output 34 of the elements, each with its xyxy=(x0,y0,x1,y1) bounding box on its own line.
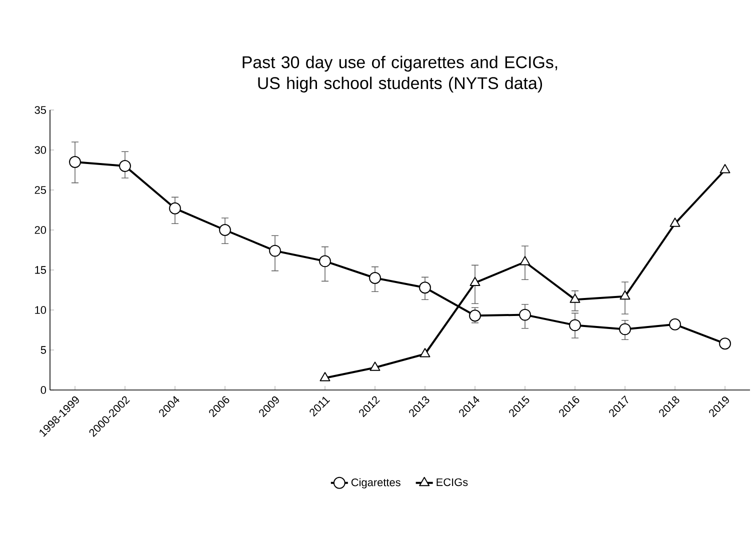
point xyxy=(219,224,231,236)
point xyxy=(519,308,531,321)
chart-title: Past 30 day use of cigarettes and ECIGs, US high school students (NYTS data) xyxy=(242,56,558,92)
legend-label: Cigarettes xyxy=(351,478,400,488)
point xyxy=(69,156,81,168)
y-tick-label: 5 xyxy=(40,346,46,354)
point xyxy=(619,323,631,336)
point xyxy=(670,218,680,227)
point xyxy=(369,272,381,284)
y-tick-label: 30 xyxy=(34,146,46,154)
point xyxy=(669,318,681,330)
point xyxy=(319,255,331,268)
point xyxy=(569,319,581,332)
point xyxy=(719,338,731,350)
y-tick-label: 0 xyxy=(40,386,46,394)
point xyxy=(470,276,480,286)
point xyxy=(420,348,430,358)
point xyxy=(520,256,530,266)
legend-label: ECIGs xyxy=(436,478,468,486)
point xyxy=(469,310,481,322)
point xyxy=(320,372,330,382)
point xyxy=(620,290,630,300)
y-tick-label: 10 xyxy=(35,306,46,314)
point xyxy=(119,160,131,172)
y-tick-label: 20 xyxy=(34,226,46,234)
y-tick-label: 25 xyxy=(34,186,46,194)
y-tick-label: 15 xyxy=(35,266,46,274)
point xyxy=(370,362,380,371)
point xyxy=(720,164,730,174)
point xyxy=(169,202,181,214)
point xyxy=(570,294,580,303)
point xyxy=(269,244,281,257)
point xyxy=(419,282,431,294)
y-tick-label: 35 xyxy=(34,106,46,114)
